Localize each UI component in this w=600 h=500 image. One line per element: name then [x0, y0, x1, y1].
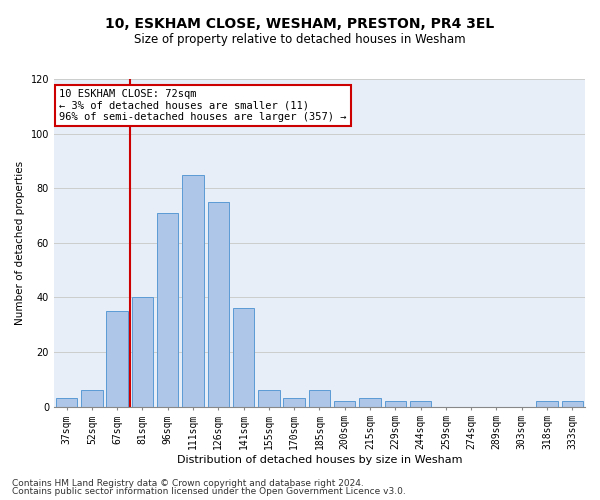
X-axis label: Distribution of detached houses by size in Wesham: Distribution of detached houses by size …	[177, 455, 462, 465]
Bar	[157, 213, 178, 406]
Bar	[182, 174, 204, 406]
Bar	[283, 398, 305, 406]
Bar	[81, 390, 103, 406]
Bar	[385, 401, 406, 406]
Bar	[233, 308, 254, 406]
Bar	[410, 401, 431, 406]
Bar	[106, 311, 128, 406]
Text: Contains HM Land Registry data © Crown copyright and database right 2024.: Contains HM Land Registry data © Crown c…	[12, 478, 364, 488]
Bar	[131, 298, 153, 406]
Bar	[309, 390, 330, 406]
Bar	[258, 390, 280, 406]
Bar	[208, 202, 229, 406]
Text: 10, ESKHAM CLOSE, WESHAM, PRESTON, PR4 3EL: 10, ESKHAM CLOSE, WESHAM, PRESTON, PR4 3…	[106, 18, 494, 32]
Bar	[334, 401, 355, 406]
Y-axis label: Number of detached properties: Number of detached properties	[15, 160, 25, 325]
Bar	[562, 401, 583, 406]
Bar	[56, 398, 77, 406]
Text: 10 ESKHAM CLOSE: 72sqm
← 3% of detached houses are smaller (11)
96% of semi-deta: 10 ESKHAM CLOSE: 72sqm ← 3% of detached …	[59, 89, 347, 122]
Bar	[536, 401, 558, 406]
Text: Size of property relative to detached houses in Wesham: Size of property relative to detached ho…	[134, 32, 466, 46]
Text: Contains public sector information licensed under the Open Government Licence v3: Contains public sector information licen…	[12, 487, 406, 496]
Bar	[359, 398, 381, 406]
